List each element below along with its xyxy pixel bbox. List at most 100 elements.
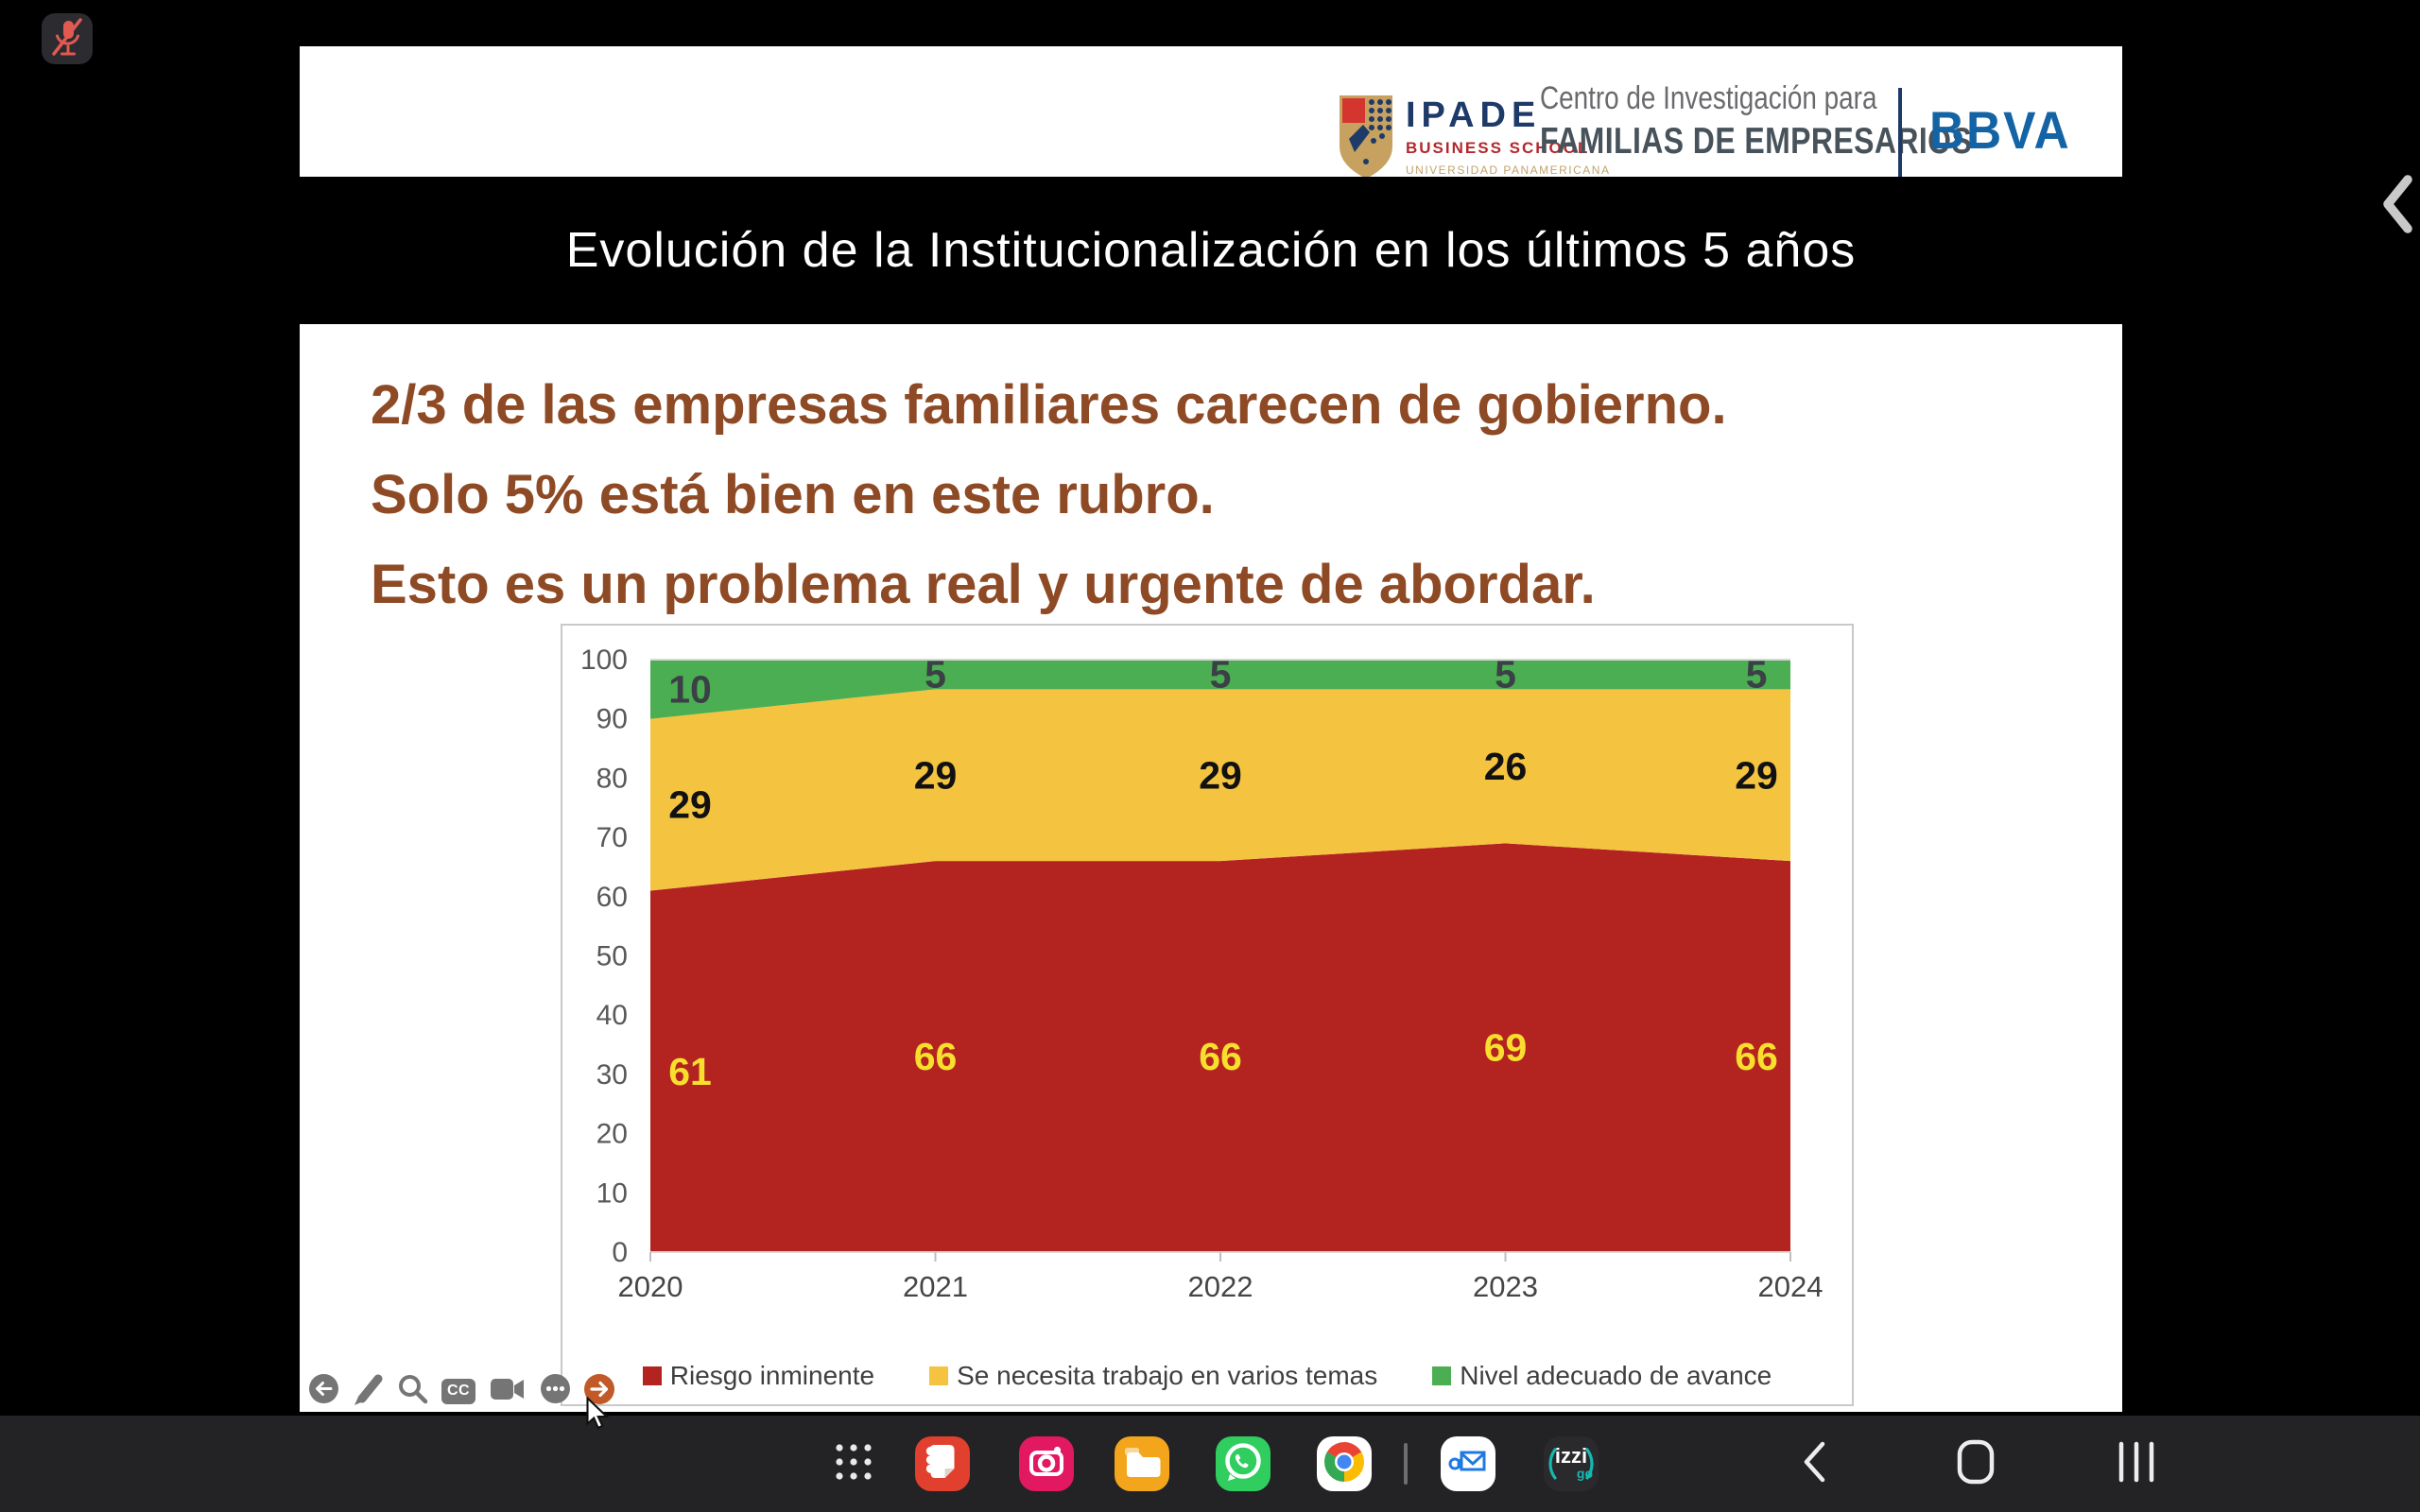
izzi-go-label: go (1576, 1466, 1593, 1481)
svg-text:66: 66 (1735, 1035, 1778, 1078)
muted-microphone-icon (42, 11, 93, 67)
chart-canvas: 0 10 20 30 40 50 60 70 80 90 100 2020 2021 2022 2023 20… (580, 644, 1824, 1303)
magnifier-icon (397, 1373, 428, 1409)
ipade-logo-text: IPADE (1406, 95, 1542, 135)
title-band: Evolución de la Institucionalización en … (300, 177, 2122, 324)
mic-muted-button[interactable] (42, 13, 93, 64)
legend-item: Se necesita trabajo en varios temas (929, 1361, 1377, 1391)
center-research-line1: Centro de Investigación para (1540, 80, 1877, 116)
ellipsis-icon (540, 1373, 571, 1409)
arrow-left-circle-icon (308, 1373, 339, 1409)
search-button[interactable] (396, 1375, 428, 1407)
app-grid-icon (832, 1440, 875, 1488)
mouse-cursor (584, 1396, 616, 1435)
arrow-right-circle-icon (583, 1373, 615, 1410)
svg-text:10: 10 (596, 1177, 628, 1209)
svg-text:2024: 2024 (1758, 1270, 1824, 1303)
svg-text:66: 66 (1199, 1035, 1242, 1078)
logo-divider (1898, 88, 1902, 194)
bbva-logo-text: BBVA (1929, 100, 2071, 160)
svg-text:29: 29 (668, 783, 712, 827)
svg-text:26: 26 (1484, 745, 1528, 788)
svg-text:50: 50 (596, 941, 628, 972)
message-line-1: 2/3 de las empresas familiares carecen d… (371, 374, 1727, 436)
whatsapp-icon (1216, 1435, 1270, 1494)
nav-recents-button[interactable] (2115, 1441, 2158, 1486)
svg-text:61: 61 (668, 1050, 712, 1093)
message-line-2: Solo 5% está bien en este rubro. (371, 464, 1215, 525)
slide-message: 2/3 de las empresas familiares carecen d… (371, 360, 1727, 629)
legend-swatch (929, 1366, 949, 1385)
slide-header: IPADE BUSINESS SCHOOL UNIVERSIDAD PANAME… (300, 46, 2122, 194)
svg-text:100: 100 (580, 644, 628, 676)
taskbar: izzi go (0, 1416, 2420, 1512)
svg-text:29: 29 (1199, 753, 1242, 797)
legend-label: Nivel adecuado de avance (1460, 1361, 1772, 1390)
slide-body: 2/3 de las empresas familiares carecen d… (300, 324, 2122, 1412)
edge-panel-handle[interactable] (2378, 174, 2416, 239)
svg-text:5: 5 (1210, 653, 1232, 696)
izzi-go-app-button[interactable]: izzi go (1544, 1436, 1599, 1491)
video-camera-icon (490, 1376, 526, 1407)
torn-note-icon (915, 1435, 970, 1494)
center-research-line2: FAMILIAS DE EMPRESARIOS (1540, 121, 1973, 162)
email-infinity-icon (1441, 1435, 1495, 1494)
nav-back-button[interactable] (1792, 1440, 1836, 1488)
svg-text:20: 20 (596, 1119, 628, 1150)
svg-text:10: 10 (668, 667, 712, 711)
my-files-app-button[interactable] (1115, 1436, 1169, 1491)
nav-home-button[interactable] (1954, 1439, 1997, 1489)
whatsapp-app-button[interactable] (1216, 1436, 1270, 1491)
izzi-label: izzi (1554, 1444, 1588, 1468)
chevron-left-icon (2378, 175, 2416, 238)
legend-swatch (642, 1366, 662, 1385)
home-square-icon (1957, 1439, 1995, 1489)
svg-text:5: 5 (925, 653, 946, 696)
camera-app-button[interactable] (1019, 1436, 1074, 1491)
chrome-app-button[interactable] (1317, 1436, 1372, 1491)
folder-icon (1115, 1435, 1169, 1494)
presentation-toolbar: CC (307, 1373, 615, 1410)
camera-icon (1019, 1435, 1074, 1494)
svg-text:2023: 2023 (1473, 1270, 1538, 1303)
svg-text:29: 29 (914, 753, 958, 797)
stacked-area-chart: 0 10 20 30 40 50 60 70 80 90 100 2020 2021 2022 2023 20… (561, 624, 1854, 1406)
app-drawer-button[interactable] (826, 1436, 881, 1491)
svg-text:90: 90 (596, 704, 628, 735)
svg-text:80: 80 (596, 763, 628, 794)
chrome-icon (1317, 1435, 1372, 1494)
svg-text:29: 29 (1735, 753, 1778, 797)
svg-text:40: 40 (596, 1000, 628, 1031)
svg-text:70: 70 (596, 822, 628, 853)
taskbar-divider (1404, 1443, 1408, 1485)
header-logos: IPADE BUSINESS SCHOOL UNIVERSIDAD PANAME… (1330, 46, 2122, 194)
legend-item: Riesgo inminente (642, 1361, 875, 1391)
email-app-button[interactable] (1441, 1436, 1495, 1491)
legend-label: Riesgo inminente (669, 1361, 875, 1390)
notes-app-button[interactable] (915, 1436, 970, 1491)
svg-text:5: 5 (1495, 653, 1516, 696)
legend-item: Nivel adecuado de avance (1432, 1361, 1772, 1391)
svg-text:30: 30 (596, 1059, 628, 1091)
ipade-shield-logo-icon (1338, 94, 1394, 185)
chart-legend: Riesgo inminente Se necesita trabajo en v… (562, 1361, 1852, 1391)
draw-button[interactable] (352, 1374, 384, 1407)
message-line-3: Esto es un problema real y urgente de ab… (371, 554, 1596, 615)
pencil-icon (351, 1372, 385, 1411)
next-slide-button[interactable] (583, 1373, 615, 1410)
closed-captions-icon: CC (441, 1378, 475, 1404)
svg-text:5: 5 (1746, 653, 1768, 696)
svg-text:2022: 2022 (1188, 1270, 1253, 1303)
previous-slide-button[interactable] (307, 1373, 339, 1409)
svg-text:66: 66 (914, 1035, 958, 1078)
captions-button[interactable]: CC (441, 1375, 476, 1407)
ipade-subtitle: BUSINESS SCHOOL (1406, 139, 1590, 157)
svg-text:2021: 2021 (903, 1270, 968, 1303)
record-video-button[interactable] (489, 1375, 527, 1407)
ipade-university: UNIVERSIDAD PANAMERICANA (1406, 163, 1611, 177)
svg-text:2020: 2020 (618, 1270, 683, 1303)
page-title: Evolución de la Institucionalización en … (565, 223, 1857, 278)
legend-label: Se necesita trabajo en varios temas (957, 1361, 1378, 1390)
more-options-button[interactable] (539, 1373, 571, 1409)
back-chevron-icon (1800, 1440, 1828, 1488)
